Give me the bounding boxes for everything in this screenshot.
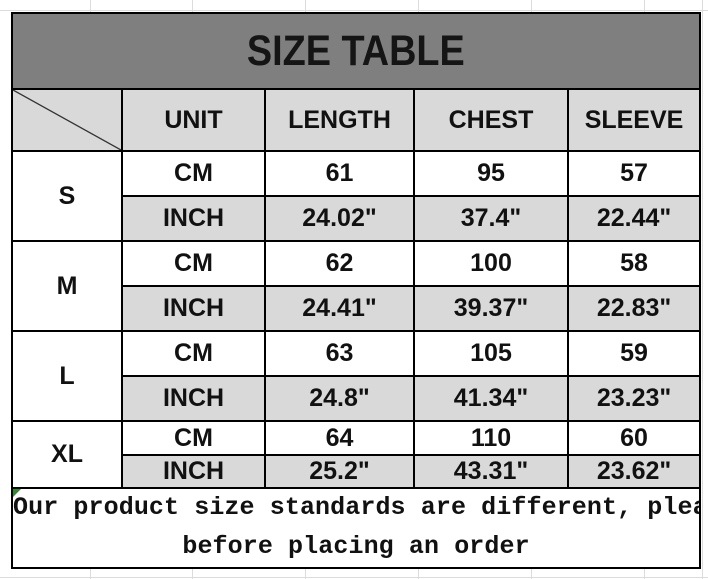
unit-cell: CM bbox=[121, 150, 266, 197]
value-cell: 24.8" bbox=[264, 375, 415, 422]
table-title: SIZE TABLE bbox=[247, 26, 465, 75]
value-cell: 105 bbox=[413, 330, 569, 377]
unit-cell: INCH bbox=[121, 285, 266, 332]
sheet-gridline bbox=[702, 0, 703, 579]
value-cell: 57 bbox=[566, 150, 702, 197]
value-cell: 59 bbox=[566, 330, 702, 377]
value-cell: 60 bbox=[566, 420, 702, 456]
value-cell: 41.34" bbox=[413, 375, 569, 422]
value-cell: 37.4" bbox=[413, 195, 569, 242]
column-header-chest: CHEST bbox=[413, 88, 569, 152]
unit-cell: INCH bbox=[121, 454, 266, 489]
column-header-length: LENGTH bbox=[264, 88, 415, 152]
value-cell: 24.41" bbox=[264, 285, 415, 332]
value-cell: 39.37" bbox=[413, 285, 569, 332]
footer-note-line2: before placing an order bbox=[182, 531, 530, 561]
footer-note-cell: Our product size standards are different… bbox=[10, 487, 702, 569]
size-label-s: S bbox=[11, 150, 123, 242]
value-cell: 63 bbox=[264, 330, 415, 377]
unit-cell: INCH bbox=[121, 375, 266, 422]
value-cell: 100 bbox=[413, 240, 569, 287]
sheet-gridline bbox=[0, 577, 708, 578]
column-header-unit: UNIT bbox=[121, 88, 266, 152]
value-cell: 58 bbox=[566, 240, 702, 287]
size-table: SIZE TABLE UNIT LENGTH CHEST SLEEVE S CM… bbox=[10, 12, 702, 569]
unit-cell: INCH bbox=[121, 195, 266, 242]
value-cell: 25.2" bbox=[264, 454, 415, 489]
value-cell: 62 bbox=[264, 240, 415, 287]
excel-corner-marker-icon bbox=[14, 489, 21, 497]
value-cell: 64 bbox=[264, 420, 415, 456]
diagonal-corner-cell bbox=[11, 88, 123, 152]
unit-cell: CM bbox=[121, 240, 266, 287]
value-cell: 95 bbox=[413, 150, 569, 197]
unit-cell: CM bbox=[121, 330, 266, 377]
column-header-sleeve: SLEEVE bbox=[566, 88, 702, 152]
size-label-l: L bbox=[11, 330, 123, 422]
unit-cell: CM bbox=[121, 420, 266, 456]
table-title-cell: SIZE TABLE bbox=[10, 12, 702, 90]
footer-note-line1: Our product size standards are different… bbox=[13, 493, 698, 522]
value-cell: 110 bbox=[413, 420, 569, 456]
value-cell: 43.31" bbox=[413, 454, 569, 489]
diagonal-line-icon bbox=[13, 90, 121, 150]
value-cell: 23.23" bbox=[566, 375, 702, 422]
size-label-xl: XL bbox=[11, 420, 123, 489]
value-cell: 23.62" bbox=[566, 454, 702, 489]
value-cell: 61 bbox=[264, 150, 415, 197]
value-cell: 24.02" bbox=[264, 195, 415, 242]
value-cell: 22.83" bbox=[566, 285, 702, 332]
sheet-gridline bbox=[0, 10, 708, 11]
value-cell: 22.44" bbox=[566, 195, 702, 242]
size-label-m: M bbox=[11, 240, 123, 332]
